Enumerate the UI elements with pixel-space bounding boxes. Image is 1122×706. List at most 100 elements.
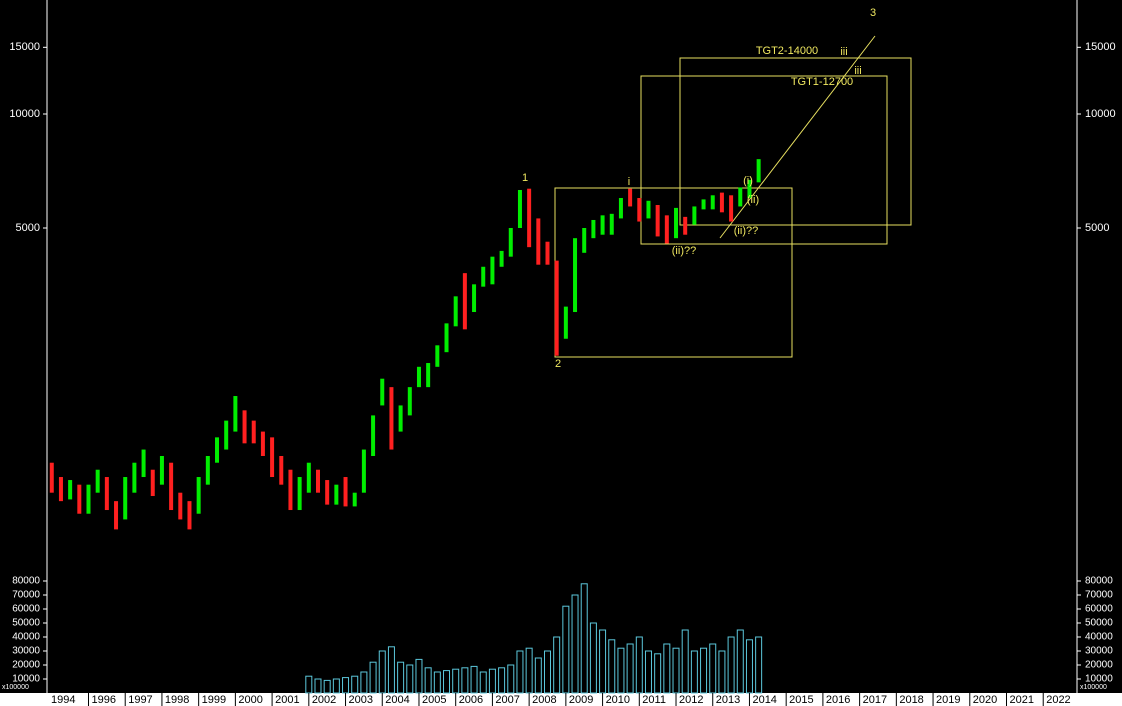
volume-bar bbox=[534, 657, 542, 694]
annotation: (ii)?? bbox=[672, 245, 696, 257]
x-tick-label: 2010 bbox=[606, 694, 630, 706]
price-bar bbox=[196, 477, 201, 514]
price-bar bbox=[609, 213, 614, 235]
price-bar bbox=[618, 198, 623, 219]
price-bar bbox=[371, 415, 376, 456]
price-bar bbox=[205, 456, 210, 485]
price-bar bbox=[701, 199, 706, 210]
y-tick-label: 10000 bbox=[1085, 108, 1116, 120]
volume-bar bbox=[498, 667, 506, 694]
volume-bar bbox=[553, 636, 561, 694]
x-tick-label: 2015 bbox=[789, 694, 813, 706]
y-unit-label: x100000 bbox=[1080, 684, 1107, 691]
y-tick-label: 15000 bbox=[1085, 41, 1116, 53]
price-bar bbox=[554, 260, 559, 356]
volume-bar bbox=[727, 636, 735, 694]
volume-bar bbox=[589, 622, 597, 694]
price-bar bbox=[646, 200, 651, 219]
x-tick-label: 2009 bbox=[569, 694, 593, 706]
x-tick-label: 2002 bbox=[312, 694, 336, 706]
price-bar bbox=[169, 462, 174, 511]
x-tick-label: 2001 bbox=[275, 694, 299, 706]
price-bar bbox=[637, 198, 642, 222]
annotation: (ii)?? bbox=[734, 225, 758, 237]
annotation: 3 bbox=[870, 7, 876, 19]
volume-bar bbox=[736, 629, 744, 694]
y-tick-label: 15000 bbox=[9, 41, 40, 53]
volume-bar bbox=[644, 650, 652, 694]
volume-bar bbox=[323, 679, 331, 694]
price-bar bbox=[508, 228, 513, 257]
volume-bar bbox=[507, 664, 515, 694]
price-bar bbox=[123, 477, 128, 520]
volume-bar bbox=[461, 667, 469, 694]
y-tick-label: 5000 bbox=[1085, 222, 1109, 234]
price-bar bbox=[444, 323, 449, 353]
range-box bbox=[679, 57, 912, 226]
x-tick-label: 1997 bbox=[128, 694, 152, 706]
volume-bar bbox=[718, 650, 726, 694]
price-bar bbox=[389, 387, 394, 450]
volume-bar bbox=[332, 678, 340, 694]
y-tick-label: 20000 bbox=[1085, 660, 1113, 671]
price-bar bbox=[104, 477, 109, 511]
price-bar bbox=[159, 456, 164, 485]
x-tick-label: 2018 bbox=[899, 694, 923, 706]
price-bar bbox=[426, 363, 431, 388]
price-bar bbox=[517, 189, 522, 228]
price-bar bbox=[545, 241, 550, 265]
x-tick-label: 2021 bbox=[1009, 694, 1033, 706]
price-bar bbox=[77, 484, 82, 514]
x-tick-label: 2008 bbox=[532, 694, 556, 706]
x-tick-label: 2011 bbox=[642, 694, 666, 706]
price-bar bbox=[306, 462, 311, 493]
volume-bar bbox=[369, 661, 377, 694]
y-tick-label: 80000 bbox=[1085, 576, 1113, 587]
x-tick-label: 2019 bbox=[936, 694, 960, 706]
y-tick-label: 70000 bbox=[12, 590, 40, 601]
price-bar bbox=[260, 431, 265, 456]
price-bar bbox=[563, 306, 568, 339]
annotation: i bbox=[628, 176, 630, 188]
price-bar bbox=[361, 449, 366, 493]
x-tick-label: 1998 bbox=[165, 694, 189, 706]
x-tick-label: 1994 bbox=[51, 694, 75, 706]
y-tick-label: 10000 bbox=[12, 674, 40, 685]
price-bar bbox=[435, 345, 440, 367]
volume-bar bbox=[626, 643, 634, 694]
volume-bar bbox=[443, 670, 451, 694]
price-bar bbox=[683, 216, 688, 235]
volume-bar bbox=[690, 650, 698, 694]
price-bar bbox=[536, 218, 541, 265]
price-bar bbox=[481, 266, 486, 287]
range-box bbox=[640, 75, 888, 245]
y-tick-label: 80000 bbox=[12, 576, 40, 587]
y-tick-label: 20000 bbox=[12, 660, 40, 671]
price-bar bbox=[573, 238, 578, 313]
price-bar bbox=[270, 437, 275, 478]
volume-bar bbox=[387, 646, 395, 694]
price-bar bbox=[472, 284, 477, 313]
y-tick-label: 40000 bbox=[1085, 632, 1113, 643]
annotation: 2 bbox=[555, 358, 561, 370]
price-bar bbox=[462, 273, 467, 330]
price-bar bbox=[233, 396, 238, 432]
price-bar bbox=[600, 215, 605, 235]
volume-bar bbox=[516, 650, 524, 694]
price-bar bbox=[132, 462, 137, 493]
x-tick-label: 2000 bbox=[238, 694, 262, 706]
volume-bar bbox=[580, 583, 588, 694]
y-tick-label: 50000 bbox=[1085, 618, 1113, 629]
price-bar bbox=[325, 480, 330, 505]
price-bar bbox=[141, 449, 146, 478]
volume-bar bbox=[433, 671, 441, 694]
price-bar bbox=[674, 207, 679, 239]
price-bar bbox=[334, 484, 339, 505]
annotation: (i) bbox=[743, 175, 753, 187]
x-tick-label: 2013 bbox=[716, 694, 740, 706]
x-tick-label: 2006 bbox=[459, 694, 483, 706]
x-tick-label: 2017 bbox=[863, 694, 887, 706]
x-tick-label: 1999 bbox=[202, 694, 226, 706]
y-tick-label: 60000 bbox=[12, 604, 40, 615]
